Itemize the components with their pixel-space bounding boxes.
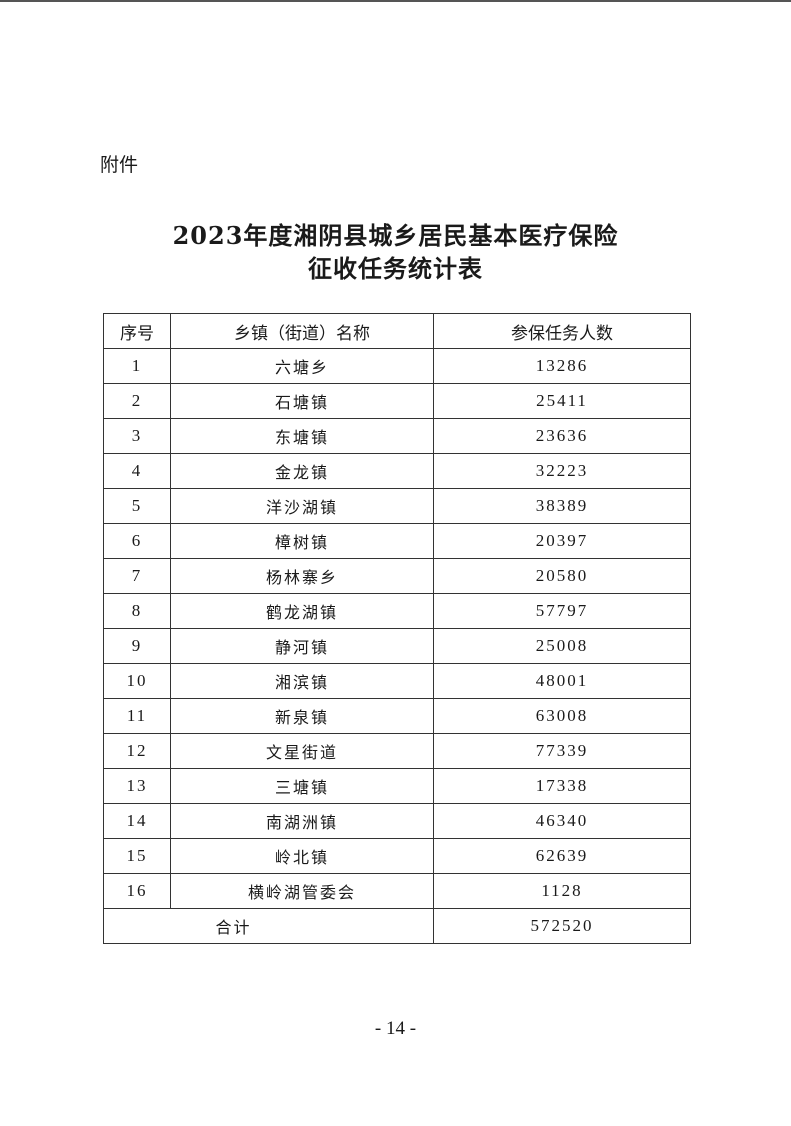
town-name: 洋沙湖镇 bbox=[170, 488, 434, 524]
table-row: 9 静河镇 25008 bbox=[103, 628, 691, 664]
row-index: 15 bbox=[103, 838, 171, 874]
town-name: 樟树镇 bbox=[170, 523, 434, 559]
row-index: 11 bbox=[103, 698, 171, 734]
table-row: 11 新泉镇 63008 bbox=[103, 698, 691, 734]
task-count: 20397 bbox=[433, 523, 691, 559]
page-number: - 14 - bbox=[374, 1018, 417, 1039]
table-row: 14 南湖洲镇 46340 bbox=[103, 803, 691, 839]
row-index: 7 bbox=[103, 558, 171, 594]
document-title: 2023年度湘阴县城乡居民基本医疗保险 bbox=[172, 221, 619, 250]
row-index: 3 bbox=[103, 418, 171, 454]
town-name: 鹤龙湖镇 bbox=[170, 593, 434, 629]
town-name: 三塘镇 bbox=[170, 768, 434, 804]
town-name: 文星街道 bbox=[170, 733, 434, 769]
table-row: 7 杨林寨乡 20580 bbox=[103, 558, 691, 594]
row-index: 12 bbox=[103, 733, 171, 769]
town-name: 南湖洲镇 bbox=[170, 803, 434, 839]
row-index: 16 bbox=[103, 873, 171, 909]
task-count: 13286 bbox=[433, 348, 691, 384]
table-row: 5 洋沙湖镇 38389 bbox=[103, 488, 691, 524]
task-count: 57797 bbox=[433, 593, 691, 629]
town-name: 杨林寨乡 bbox=[170, 558, 434, 594]
table-row: 16 横岭湖管委会 1128 bbox=[103, 873, 691, 909]
table-row: 13 三塘镇 17338 bbox=[103, 768, 691, 804]
task-count: 48001 bbox=[433, 663, 691, 699]
task-count: 32223 bbox=[433, 453, 691, 489]
town-name: 六塘乡 bbox=[170, 348, 434, 384]
document-subtitle: 征收任务统计表 bbox=[308, 254, 483, 283]
table-row: 8 鹤龙湖镇 57797 bbox=[103, 593, 691, 629]
town-name: 静河镇 bbox=[170, 628, 434, 664]
row-index: 6 bbox=[103, 523, 171, 559]
scan-edge bbox=[0, 0, 791, 2]
row-index: 9 bbox=[103, 628, 171, 664]
task-count: 1128 bbox=[433, 873, 691, 909]
row-index: 5 bbox=[103, 488, 171, 524]
row-index: 8 bbox=[103, 593, 171, 629]
table-row: 4 金龙镇 32223 bbox=[103, 453, 691, 489]
table-row: 3 东塘镇 23636 bbox=[103, 418, 691, 454]
row-index: 4 bbox=[103, 453, 171, 489]
task-count: 17338 bbox=[433, 768, 691, 804]
row-index: 1 bbox=[103, 348, 171, 384]
total-value: 572520 bbox=[433, 908, 691, 944]
town-name: 石塘镇 bbox=[170, 383, 434, 419]
town-name: 金龙镇 bbox=[170, 453, 434, 489]
row-index: 2 bbox=[103, 383, 171, 419]
table-row: 10 湘滨镇 48001 bbox=[103, 663, 691, 699]
row-index: 14 bbox=[103, 803, 171, 839]
total-label: 合计 bbox=[103, 908, 434, 944]
header-town-name: 乡镇（街道）名称 bbox=[170, 313, 434, 349]
task-count: 38389 bbox=[433, 488, 691, 524]
task-count: 46340 bbox=[433, 803, 691, 839]
attachment-label: 附件 bbox=[100, 154, 139, 176]
header-index: 序号 bbox=[103, 313, 171, 349]
table-row: 15 岭北镇 62639 bbox=[103, 838, 691, 874]
table-row: 2 石塘镇 25411 bbox=[103, 383, 691, 419]
task-count: 25008 bbox=[433, 628, 691, 664]
table-header-row: 序号 乡镇（街道）名称 参保任务人数 bbox=[103, 313, 691, 349]
town-name: 新泉镇 bbox=[170, 698, 434, 734]
table-row: 12 文星街道 77339 bbox=[103, 733, 691, 769]
table-row: 1 六塘乡 13286 bbox=[103, 348, 691, 384]
town-name: 东塘镇 bbox=[170, 418, 434, 454]
task-count: 20580 bbox=[433, 558, 691, 594]
row-index: 13 bbox=[103, 768, 171, 804]
table-row: 6 樟树镇 20397 bbox=[103, 523, 691, 559]
task-count: 25411 bbox=[433, 383, 691, 419]
task-count: 63008 bbox=[433, 698, 691, 734]
row-index: 10 bbox=[103, 663, 171, 699]
task-count: 23636 bbox=[433, 418, 691, 454]
task-count: 62639 bbox=[433, 838, 691, 874]
total-row: 合计 572520 bbox=[103, 908, 691, 944]
task-count: 77339 bbox=[433, 733, 691, 769]
statistics-table: 序号 乡镇（街道）名称 参保任务人数 1 六塘乡 13286 2 石塘镇 25411 3 东塘… bbox=[103, 313, 691, 944]
town-name: 湘滨镇 bbox=[170, 663, 434, 699]
town-name: 横岭湖管委会 bbox=[170, 873, 434, 909]
town-name: 岭北镇 bbox=[170, 838, 434, 874]
header-task-count: 参保任务人数 bbox=[433, 313, 691, 349]
